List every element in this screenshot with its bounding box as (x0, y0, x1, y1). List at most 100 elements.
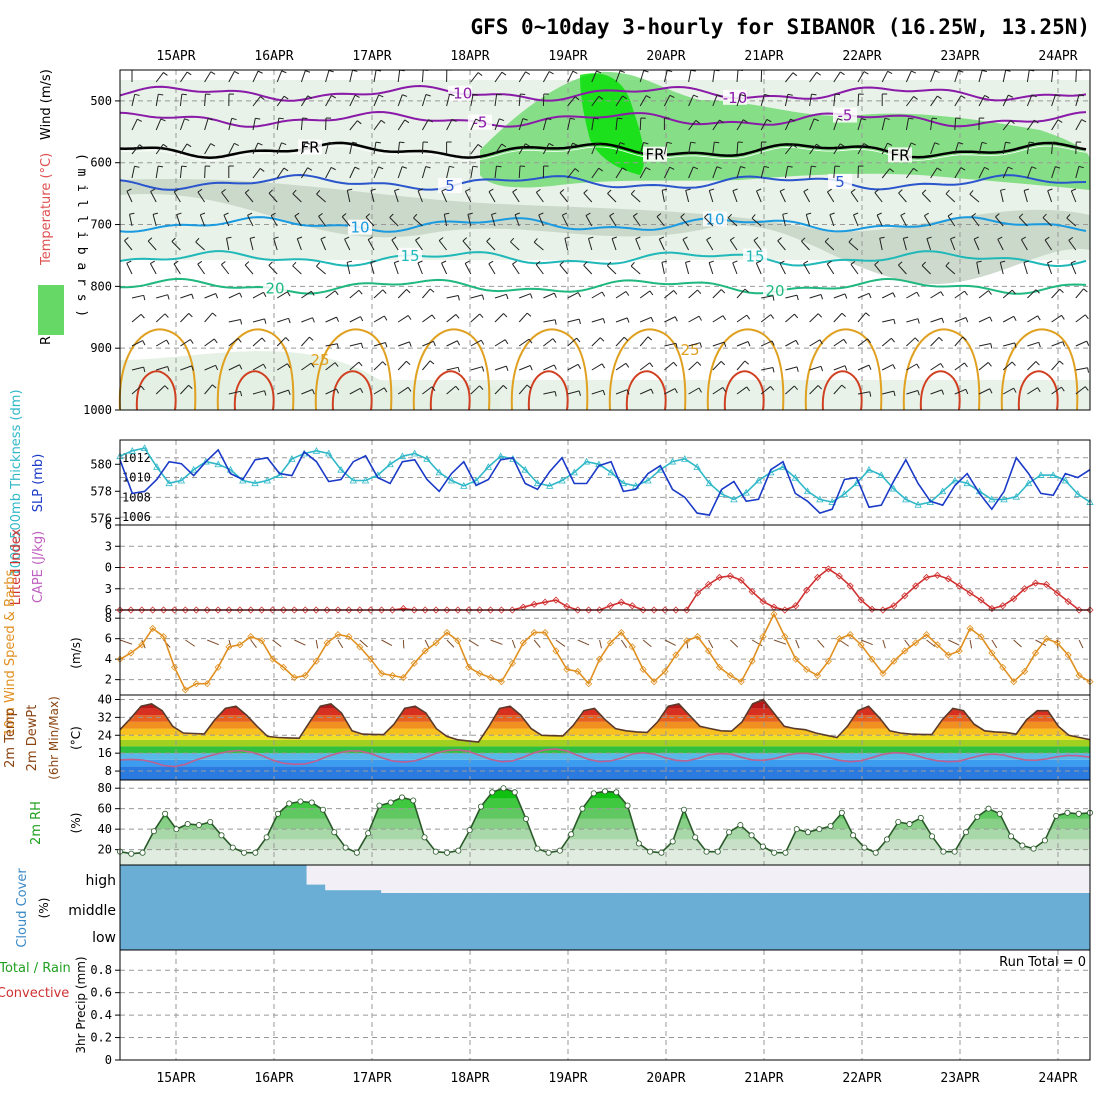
wind-barb (244, 264, 254, 275)
wind-barb (712, 289, 722, 299)
rh2m-series-point (252, 849, 259, 856)
wind-barb-flag (1035, 289, 1040, 294)
wind-barb (325, 316, 337, 323)
wind-barb (809, 166, 812, 179)
wind-barb (373, 142, 377, 155)
wind-barb-flag (965, 389, 969, 395)
thickness-series-point (202, 457, 210, 465)
y-tick-label: 580 (90, 457, 112, 471)
wind10m-series-point (552, 647, 560, 655)
wind-barb-flag (247, 212, 253, 216)
wind-barb (906, 291, 918, 299)
lifted-index-series-point (345, 606, 353, 614)
wind-barb (294, 215, 302, 227)
wind-barb (228, 364, 240, 371)
wind-barb (276, 70, 283, 83)
cloud-high-gap (1062, 865, 1072, 893)
wind-barb (300, 142, 306, 155)
wind-barb-flag (328, 141, 334, 145)
wind-barb-flag (884, 117, 890, 120)
lifted-index-series-point (868, 605, 876, 613)
wind-barb-flag (607, 189, 612, 194)
wind-barb-flag (341, 213, 347, 218)
wind-barb (874, 192, 883, 203)
wind-barb (276, 291, 288, 299)
wind10m-series-point (138, 641, 146, 649)
wind-barb (276, 167, 285, 179)
wind-barb-flag (477, 144, 483, 148)
wind-barb (1066, 217, 1077, 227)
cloud-high-gap (950, 865, 960, 893)
wind-barb-flag (1086, 340, 1090, 346)
wind-barb-flag (771, 340, 775, 346)
lifted-index-series-point (497, 606, 506, 614)
wind-barb-flag (221, 261, 226, 265)
wind-barb (397, 386, 409, 395)
rh2m-series-point (511, 789, 518, 796)
wind-barb-flag (879, 236, 885, 239)
wind-barb (564, 238, 569, 251)
wind-barb (567, 318, 580, 323)
wind-barb-flag (892, 292, 896, 298)
wind-barb-flag (981, 69, 988, 73)
wind-barb-flag (932, 117, 938, 120)
wind-barb (365, 216, 375, 227)
lifted-index-series-point (574, 606, 582, 614)
wind-barb (301, 389, 313, 395)
wind-barb-flag (714, 141, 720, 144)
axis-label-thickness: 1000-500mb Thickness (dm) (9, 389, 24, 576)
wind-barb-flag (820, 294, 824, 300)
wind-barb (639, 336, 649, 347)
wind-barb (494, 385, 504, 395)
wind-barb (276, 337, 287, 347)
wind-barb (1027, 387, 1038, 395)
wind-barb-flag (1078, 165, 1084, 169)
wind-barb-10m (969, 639, 973, 649)
wind-barb-flag (659, 236, 665, 240)
wind-barb (704, 217, 714, 227)
wind-barb (421, 166, 427, 179)
lifted-index-series-point (367, 606, 375, 614)
wind-barb (126, 262, 133, 275)
wind-barb-flag (989, 316, 993, 322)
wind-barb (926, 238, 932, 251)
wind-barb-flag (969, 190, 974, 195)
axis-label-precip: 3hr Precip (mm) (74, 956, 88, 1053)
wind10m-series-point (497, 678, 506, 686)
thickness-series-point (484, 463, 493, 470)
wind-barb (801, 240, 810, 251)
axis-label-minmax: (6hr Min/Max) (47, 696, 61, 780)
wind-barb-flag (891, 337, 895, 343)
wind-barb-flag (548, 71, 554, 75)
y-tick-label: 0 (105, 1053, 112, 1067)
wind-barb (204, 118, 209, 131)
wind-barb-flag (850, 188, 856, 193)
rh2m-series-point (421, 834, 428, 841)
wind10m-series-point (323, 639, 331, 647)
wind-barb (833, 94, 836, 107)
wind-barb (488, 263, 496, 275)
wind-barb-flag (958, 142, 964, 145)
wind-barb (656, 216, 665, 227)
date-label-top: 16APR (254, 49, 293, 64)
wind-barb (829, 214, 835, 227)
wind10m-series-point (269, 655, 277, 663)
rh2m-series-point (838, 809, 845, 816)
wind-barb (296, 238, 302, 251)
wind-barb-flag (304, 142, 311, 145)
rh2m-series-point (523, 815, 530, 822)
wind-barb (204, 312, 213, 323)
wind-barb-flag (782, 212, 788, 215)
wind-barb (567, 70, 574, 83)
wind-barb-flag (1084, 314, 1089, 320)
wind-barb-flag (630, 262, 635, 267)
lifted-index-series-point (269, 606, 277, 614)
wind-barb-flag (307, 167, 313, 171)
wind10m-series-point (879, 669, 887, 678)
wind-barb (349, 387, 361, 395)
wind-barb (204, 71, 212, 83)
wind-barb (853, 214, 859, 227)
wind-barb-flag (273, 236, 279, 240)
wind-barb (131, 294, 144, 299)
wind10m-series-point (170, 663, 179, 671)
